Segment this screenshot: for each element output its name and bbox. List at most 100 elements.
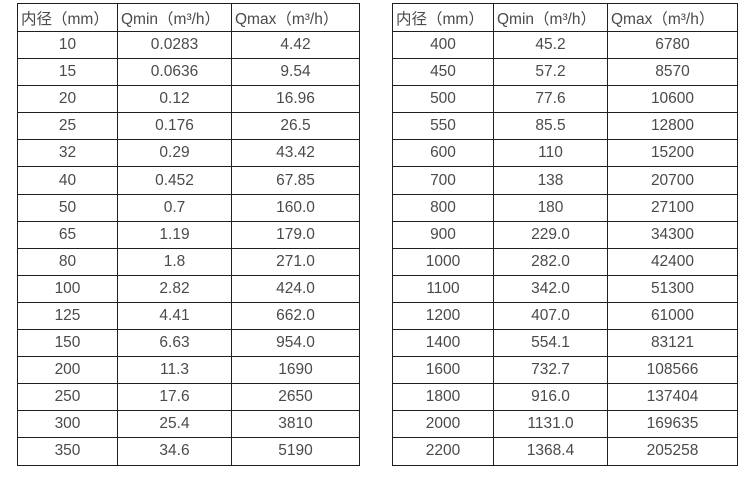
data-cell: 108566 — [607, 356, 738, 385]
data-cell: 550 — [392, 112, 494, 141]
data-cell: 83121 — [607, 329, 738, 358]
table-row: 1000 282.0 42400 — [392, 247, 738, 276]
data-cell: 407.0 — [493, 301, 608, 331]
table-row: 700 138 20700 — [392, 166, 738, 195]
table-row: 1600 732.7 108566 — [392, 356, 738, 385]
header-cell: Qmax（m³/h） — [231, 3, 360, 32]
data-cell: 34.6 — [117, 437, 232, 466]
data-cell: 450 — [392, 58, 494, 87]
data-cell: 57.2 — [493, 58, 608, 87]
data-cell: 138 — [493, 166, 608, 195]
data-cell: 424.0 — [231, 274, 360, 303]
data-cell: 0.29 — [117, 139, 232, 168]
data-cell: 25.4 — [117, 410, 232, 439]
data-cell: 1600 — [392, 356, 494, 385]
data-cell: 4.41 — [117, 301, 232, 331]
data-cell: 0.0636 — [117, 58, 232, 87]
table-row: 25 0.176 26.5 — [17, 112, 360, 141]
table-row: 50 0.7 160.0 — [17, 193, 360, 222]
data-cell: 1368.4 — [493, 437, 608, 466]
data-cell: 179.0 — [231, 220, 360, 249]
data-cell: 662.0 — [231, 301, 360, 331]
table-row: 200 11.3 1690 — [17, 356, 360, 385]
table-row: 80 1.8 271.0 — [17, 247, 360, 276]
data-cell: 1200 — [392, 301, 494, 331]
table-row: 100 2.82 424.0 — [17, 274, 360, 303]
data-cell: 6780 — [607, 30, 738, 60]
table-row: 350 34.6 5190 — [17, 437, 360, 466]
data-cell: 169635 — [607, 410, 738, 439]
data-cell: 954.0 — [231, 329, 360, 358]
data-cell: 150 — [17, 329, 118, 358]
data-cell: 1400 — [392, 329, 494, 358]
data-cell: 85.5 — [493, 112, 608, 141]
table-row: 15 0.0636 9.54 — [17, 58, 360, 87]
data-cell: 2.82 — [117, 274, 232, 303]
data-cell: 34300 — [607, 220, 738, 249]
data-cell: 40 — [17, 166, 118, 195]
data-cell: 50 — [17, 193, 118, 222]
table-row: 500 77.6 10600 — [392, 85, 738, 114]
flow-table-large-diameters: 内径（mm） Qmin（m³/h） Qmax（m³/h） 400 45.2 6780 450… — [392, 3, 738, 466]
data-cell: 0.7 — [117, 193, 232, 222]
data-cell: 0.176 — [117, 112, 232, 141]
data-cell: 0.452 — [117, 166, 232, 195]
table-row: 1200 407.0 61000 — [392, 301, 738, 331]
data-cell: 51300 — [607, 274, 738, 303]
table-row: 900 229.0 34300 — [392, 220, 738, 249]
table-row: 600 110 15200 — [392, 139, 738, 168]
data-cell: 12800 — [607, 112, 738, 141]
table-row: 20 0.12 16.96 — [17, 85, 360, 114]
data-cell: 1.8 — [117, 247, 232, 276]
data-cell: 900 — [392, 220, 494, 249]
data-cell: 42400 — [607, 247, 738, 276]
data-cell: 65 — [17, 220, 118, 249]
data-cell: 43.42 — [231, 139, 360, 168]
data-cell: 32 — [17, 139, 118, 168]
header-cell: 内径（mm） — [17, 3, 118, 32]
data-cell: 11.3 — [117, 356, 232, 385]
data-cell: 2000 — [392, 410, 494, 439]
data-cell: 25 — [17, 112, 118, 141]
table-row: 800 180 27100 — [392, 193, 738, 222]
table-row: 10 0.0283 4.42 — [17, 30, 360, 60]
data-cell: 500 — [392, 85, 494, 114]
data-cell: 20 — [17, 85, 118, 114]
data-cell: 0.12 — [117, 85, 232, 114]
data-cell: 2650 — [231, 383, 360, 412]
data-cell: 400 — [392, 30, 494, 60]
header-cell: Qmax（m³/h） — [607, 3, 738, 32]
data-cell: 554.1 — [493, 329, 608, 358]
data-cell: 27100 — [607, 193, 738, 222]
data-cell: 5190 — [231, 437, 360, 466]
table-row: 250 17.6 2650 — [17, 383, 360, 412]
table-row: 550 85.5 12800 — [392, 112, 738, 141]
data-cell: 1.19 — [117, 220, 232, 249]
data-cell: 45.2 — [493, 30, 608, 60]
data-cell: 16.96 — [231, 85, 360, 114]
data-cell: 271.0 — [231, 247, 360, 276]
data-cell: 600 — [392, 139, 494, 168]
data-cell: 3810 — [231, 410, 360, 439]
data-cell: 1131.0 — [493, 410, 608, 439]
data-cell: 250 — [17, 383, 118, 412]
data-cell: 1100 — [392, 274, 494, 303]
data-cell: 180 — [493, 193, 608, 222]
header-cell: Qmin（m³/h） — [117, 3, 232, 32]
data-cell: 229.0 — [493, 220, 608, 249]
header-cell: Qmin（m³/h） — [493, 3, 608, 32]
data-cell: 26.5 — [231, 112, 360, 141]
data-cell: 77.6 — [493, 85, 608, 114]
data-cell: 61000 — [607, 301, 738, 331]
data-cell: 732.7 — [493, 356, 608, 385]
data-cell: 1690 — [231, 356, 360, 385]
data-cell: 125 — [17, 301, 118, 331]
data-cell: 20700 — [607, 166, 738, 195]
data-cell: 200 — [17, 356, 118, 385]
header-cell: 内径（mm） — [392, 3, 494, 32]
table-row: 1400 554.1 83121 — [392, 329, 738, 358]
data-cell: 1000 — [392, 247, 494, 276]
data-cell: 2200 — [392, 437, 494, 466]
data-cell: 282.0 — [493, 247, 608, 276]
